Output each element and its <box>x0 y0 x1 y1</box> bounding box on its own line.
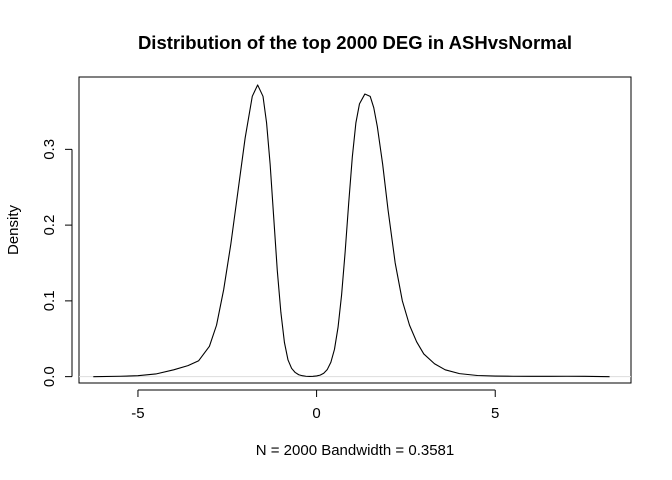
x-tick-label: -5 <box>131 405 144 422</box>
chart-title: Distribution of the top 2000 DEG in ASHv… <box>138 32 572 53</box>
y-axis: 0.0 0.1 0.2 0.3 <box>41 139 73 387</box>
y-tick-label: 0.1 <box>41 290 58 311</box>
x-axis-label: N = 2000 Bandwidth = 0.3581 <box>256 442 455 459</box>
y-tick-label: 0.0 <box>41 366 58 387</box>
plot-frame <box>78 76 632 384</box>
x-tick-label: 0 <box>312 405 320 422</box>
y-tick-label: 0.3 <box>41 139 58 160</box>
x-axis: -5 0 5 <box>131 389 499 422</box>
y-axis-label: Density <box>5 204 22 255</box>
y-tick-label: 0.2 <box>41 215 58 236</box>
density-curve <box>93 84 610 378</box>
x-tick-label: 5 <box>491 405 499 422</box>
